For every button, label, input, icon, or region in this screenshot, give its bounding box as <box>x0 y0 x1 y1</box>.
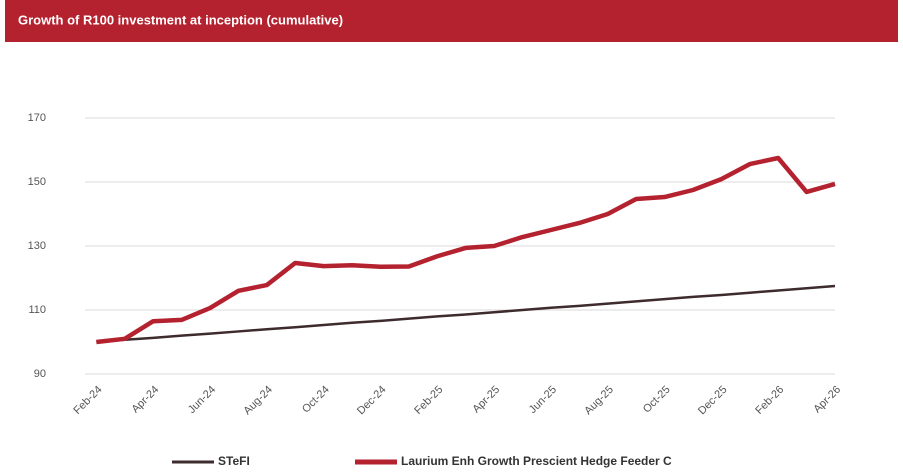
y-tick-label: 170 <box>28 112 46 124</box>
x-tick-label: Jun-25 <box>527 384 559 416</box>
x-tick-label: Jun-24 <box>186 384 218 416</box>
x-tick-label: Dec-25 <box>696 384 730 418</box>
y-tick-label: 110 <box>28 304 46 316</box>
x-tick-label: Apr-25 <box>470 384 502 416</box>
x-tick-label: Aug-24 <box>241 384 275 418</box>
chart-title: Growth of R100 investment at inception (… <box>18 12 343 27</box>
series-line <box>96 155 836 345</box>
y-tick-label: 150 <box>28 176 46 188</box>
x-tick-label: Dec-24 <box>355 384 389 418</box>
x-tick-label: Feb-25 <box>412 384 445 417</box>
x-tick-label: Oct-25 <box>641 384 673 416</box>
header-bar <box>5 0 898 42</box>
y-tick-label: 130 <box>28 240 46 252</box>
x-tick-label: Feb-26 <box>753 384 786 417</box>
x-tick-label: Apr-24 <box>130 384 162 416</box>
y-tick-label: 90 <box>34 368 46 380</box>
x-tick-label: Aug-25 <box>582 384 616 418</box>
legend-label: Laurium Enh Growth Prescient Hedge Feede… <box>401 454 672 468</box>
x-tick-label: Feb-24 <box>71 384 104 417</box>
x-tick-label: Apr-26 <box>811 384 843 416</box>
series-line <box>96 284 836 344</box>
legend-label: STeFI <box>218 454 250 468</box>
x-tick-label: Oct-24 <box>300 384 332 416</box>
